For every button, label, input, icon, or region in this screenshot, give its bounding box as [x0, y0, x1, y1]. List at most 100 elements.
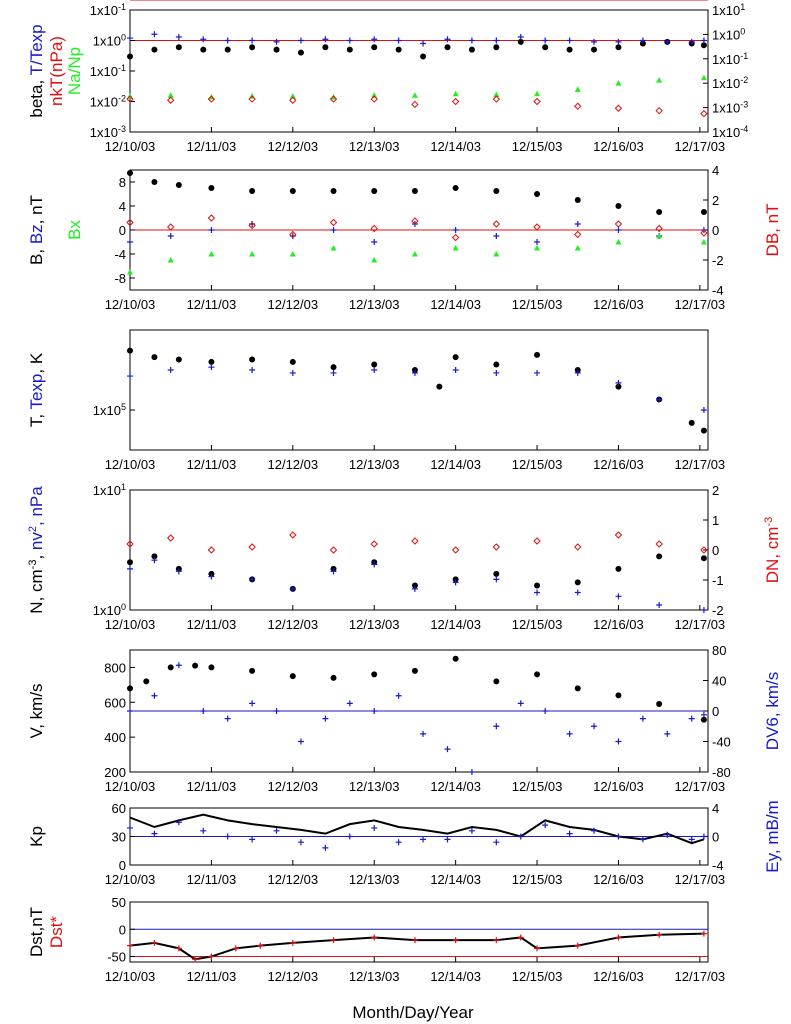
data-point: [517, 38, 524, 45]
series-triangle: [127, 74, 707, 100]
date-label: 12/17/03: [675, 779, 726, 794]
data-point: [517, 934, 524, 941]
label-part: , K: [27, 352, 46, 373]
label-part: Ey, mB/m: [763, 800, 782, 872]
series-dot: [127, 655, 707, 723]
data-point: [322, 44, 329, 51]
data-point: [322, 36, 329, 43]
data-point: [591, 723, 598, 730]
data-point: [249, 251, 256, 257]
left-tick-label: 1x105: [93, 402, 126, 418]
data-point: [297, 839, 304, 846]
label-part: Dst,nT: [27, 907, 46, 957]
data-point: [330, 674, 337, 681]
data-point: [127, 373, 133, 380]
data-point: [591, 38, 598, 45]
data-point: [655, 540, 663, 548]
data-point: [200, 36, 207, 43]
data-point: [297, 49, 304, 56]
right-tick-label: 2: [712, 193, 719, 208]
data-point: [656, 931, 663, 938]
series-plus: [127, 930, 707, 963]
data-point: [151, 557, 158, 564]
date-label: 12/13/03: [349, 297, 400, 312]
right-tick-label: 4: [712, 163, 719, 178]
data-point: [452, 937, 459, 944]
data-point: [329, 218, 338, 227]
panel-frame: [129, 9, 709, 133]
data-point: [411, 667, 418, 674]
data-point: [534, 239, 541, 245]
data-point: [614, 104, 623, 112]
data-point: [574, 369, 581, 376]
y-axis-label: Dst,nT: [27, 907, 46, 957]
y-axis-label-secondary: Na/Np: [65, 47, 84, 95]
label-part: Texp: [27, 374, 46, 410]
date-label: 12/12/03: [268, 969, 319, 984]
date-label: 12/13/03: [349, 872, 400, 887]
data-point: [517, 700, 524, 707]
series-dot: [127, 38, 707, 60]
data-point: [574, 230, 582, 239]
tick-exponent: -1: [118, 63, 126, 73]
label-part: T/Texp: [27, 24, 46, 75]
data-point: [656, 233, 663, 239]
left-tick-label: 200: [104, 765, 126, 780]
data-point: [151, 830, 158, 837]
data-point: [127, 53, 133, 60]
panel-frame: [129, 329, 709, 451]
data-point: [200, 827, 207, 834]
label-part: nkT(nPa): [47, 36, 66, 106]
panel-n: 1x101 1x100 2 1 0 -1 -2 12/10/03 12/11/03 12/12/0…: [27, 0, 782, 632]
right-tick-label: -40: [712, 735, 731, 750]
data-point: [468, 37, 475, 44]
data-point: [289, 369, 296, 376]
data-point: [371, 188, 378, 194]
date-label: 12/17/03: [675, 457, 726, 472]
data-point: [126, 218, 134, 227]
right-axis-label: DB, nT: [763, 204, 782, 257]
tick-exponent: -4: [740, 124, 748, 134]
data-point: [346, 700, 353, 707]
date-label: 12/12/03: [268, 617, 319, 632]
data-point: [371, 708, 378, 714]
series-dot: [127, 347, 707, 434]
left-tick-label: 1x10-1: [90, 2, 126, 18]
data-point: [208, 185, 215, 191]
data-point: [127, 35, 133, 42]
data-point: [493, 251, 500, 257]
date-label: 12/11/03: [187, 297, 237, 312]
data-point: [167, 257, 174, 263]
data-point: [542, 44, 549, 51]
panel-frame: [129, 901, 709, 963]
data-point: [208, 953, 215, 960]
data-point: [493, 570, 500, 577]
data-point: [395, 692, 402, 699]
data-point: [615, 239, 622, 245]
y-axis-label: V, km/s: [27, 683, 46, 738]
right-tick-label: 0: [712, 704, 719, 719]
data-point: [175, 44, 182, 51]
data-point: [700, 37, 707, 44]
left-tick-label: 1x101: [93, 482, 126, 498]
data-point: [615, 80, 622, 86]
date-label: 12/11/03: [187, 139, 237, 154]
data-point: [700, 209, 707, 215]
date-label: 12/14/03: [430, 457, 481, 472]
data-point: [591, 46, 598, 53]
data-point: [534, 589, 541, 596]
data-point: [444, 836, 451, 843]
data-point: [371, 239, 378, 245]
data-point: [566, 830, 573, 837]
data-point: [574, 543, 582, 551]
label-part: DB, nT: [763, 204, 782, 257]
data-point: [249, 700, 256, 707]
date-label: 12/10/03: [105, 872, 156, 887]
label-part: , nPa: [27, 486, 46, 526]
right-axis-label: Ey, mB/m: [763, 800, 782, 872]
data-point: [289, 939, 296, 946]
data-point: [614, 220, 623, 228]
series-plus: [127, 819, 707, 851]
data-point: [493, 937, 500, 944]
data-point: [493, 233, 500, 239]
